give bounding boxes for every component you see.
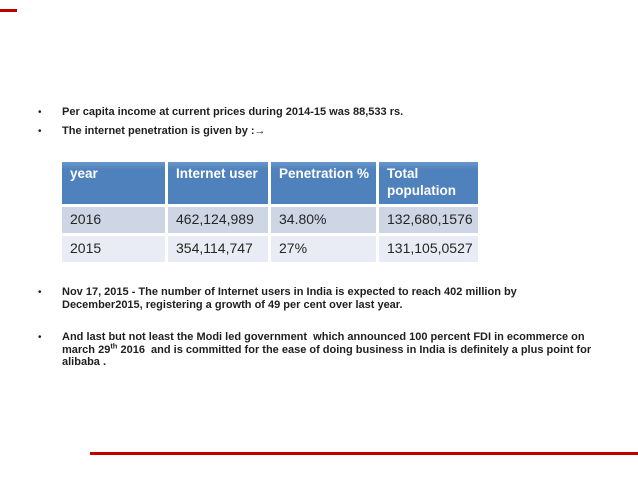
table-cell: 132,680,1576 xyxy=(379,207,478,233)
bullet-text-internet-penetration: The internet penetration is given by :→ xyxy=(62,125,266,137)
list-item: • Nov 17, 2015 - The number of Internet … xyxy=(38,286,613,311)
bullet-marker-icon: • xyxy=(38,332,42,344)
bullet-text-segment: And last but not least the Modi led gove… xyxy=(62,331,588,356)
bullet-text-per-capita-income: Per capita income at current prices duri… xyxy=(62,106,404,118)
table-cell: 131,105,0527 xyxy=(379,236,478,262)
bullet-marker-icon: • xyxy=(38,287,42,298)
table-cell: 2015 xyxy=(62,236,165,262)
bullet-text-internet-users-growth: Nov 17, 2015 - The number of Internet us… xyxy=(62,286,520,311)
table-cell: 2016 xyxy=(62,207,165,233)
bullet-text-modi-fdi: And last but not least the Modi led gove… xyxy=(62,331,613,369)
list-item: • And last but not least the Modi led go… xyxy=(38,331,613,369)
table-cell: 34.80% xyxy=(271,207,376,233)
bullet-list-top: • Per capita income at current prices du… xyxy=(38,106,603,144)
red-border-top-left-dash xyxy=(0,9,17,12)
table-header-cell-penetration: Penetration % xyxy=(271,162,376,204)
table-cell: 462,124,989 xyxy=(168,207,268,233)
bullet-marker-icon: • xyxy=(38,126,42,137)
table-header-cell-total-population: Total population xyxy=(379,162,478,204)
list-item: • Per capita income at current prices du… xyxy=(38,106,603,119)
internet-penetration-table: year Internet user Penetration % Total p… xyxy=(62,162,478,262)
superscript-th: th xyxy=(110,341,118,351)
bullet-list-bottom: • Nov 17, 2015 - The number of Internet … xyxy=(38,286,613,389)
table-cell: 27% xyxy=(271,236,376,262)
red-border-bottom-line xyxy=(90,452,638,455)
table-header-cell-internet-user: Internet user xyxy=(168,162,268,204)
table-header-cell-year: year xyxy=(62,162,165,204)
bullet-text-segment: 2016 and is committed for the ease of do… xyxy=(62,343,595,369)
table-cell: 354,114,747 xyxy=(168,236,268,262)
bullet-marker-icon: • xyxy=(38,107,42,118)
list-item: • The internet penetration is given by :… xyxy=(38,125,603,138)
